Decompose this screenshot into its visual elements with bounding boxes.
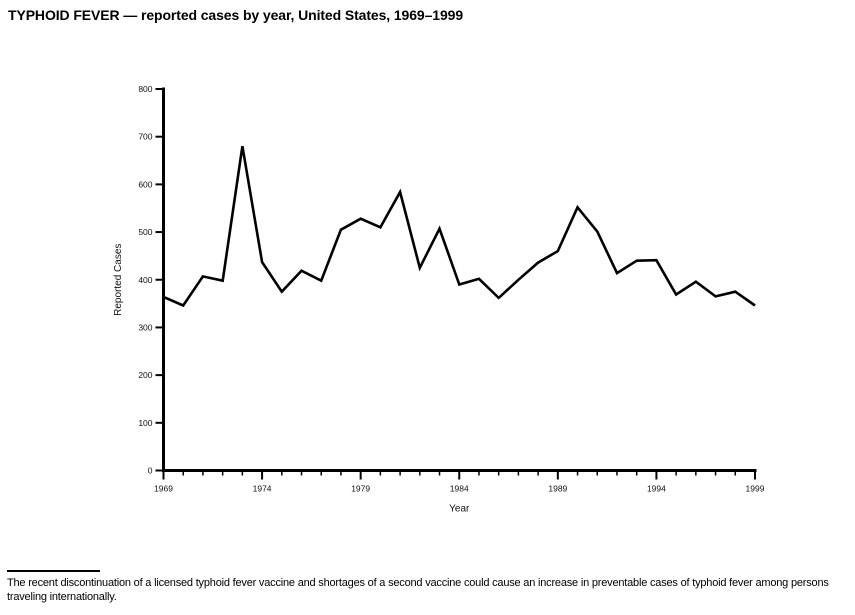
footnote: The recent discontinuation of a licensed… <box>7 570 854 605</box>
y-axis-title: Reported Cases <box>113 244 124 316</box>
y-tick-label: 300 <box>138 322 152 332</box>
y-tick-label: 100 <box>138 418 152 428</box>
x-tick-label: 1989 <box>548 484 567 494</box>
x-axis-title: Year <box>449 504 470 515</box>
footnote-rule <box>7 570 100 572</box>
y-tick-label: 400 <box>138 275 152 285</box>
y-tick-label: 200 <box>138 370 152 380</box>
chart-title: TYPHOID FEVER — reported cases by year, … <box>8 7 464 23</box>
x-tick-label: 1999 <box>746 484 765 494</box>
y-tick-label: 0 <box>148 466 153 476</box>
data-line-reported-cases <box>162 145 756 308</box>
x-tick-label: 1974 <box>253 484 272 494</box>
x-tick-label: 1969 <box>154 484 173 494</box>
y-tick-label: 500 <box>138 227 152 237</box>
y-tick-label: 600 <box>138 179 152 189</box>
x-tick-label: 1984 <box>450 484 469 494</box>
x-tick-label: 1979 <box>351 484 370 494</box>
y-tick-label: 800 <box>138 84 152 94</box>
footnote-text: The recent discontinuation of a licensed… <box>7 577 829 603</box>
y-tick-label: 700 <box>138 132 152 142</box>
x-tick-label: 1994 <box>647 484 666 494</box>
